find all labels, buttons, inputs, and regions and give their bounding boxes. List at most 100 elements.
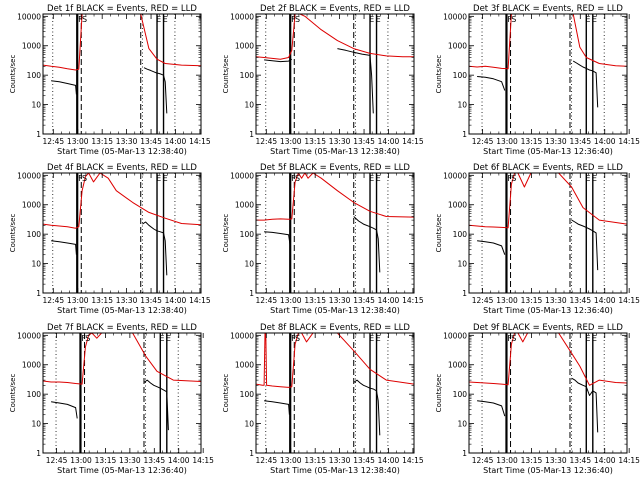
marker-label: S [85,334,90,343]
x-tick-label: 13:45 [143,456,165,465]
marker-label: F [291,174,296,183]
y-tick-label: 100 [453,390,468,399]
y-tick-label: 10000 [230,171,254,180]
events-series-line [337,48,374,114]
x-tick-label: 13:00 [496,456,518,465]
x-tick-label: 13:30 [329,456,351,465]
marker-label: F [78,174,83,183]
x-tick-label: 13:00 [280,296,302,305]
x-tick-label: 12:45 [43,137,65,146]
y-tick-label: 10 [457,420,467,429]
chart-title: Det 3f BLACK = Events, RED = LLD [473,4,623,14]
y-tick-label: 10000 [17,12,41,21]
plot-frame [468,172,628,294]
x-tick-label: 14:00 [378,456,400,465]
lld-series-line [469,173,627,229]
chart-title: Det 8f BLACK = Events, RED = LLD [260,323,410,333]
y-tick-label: 100 [240,390,255,399]
x-tick-label: 14:00 [165,137,187,146]
y-tick-label: 1 [249,130,254,139]
x-tick-label: 14:15 [189,296,211,305]
marker-label: E [585,15,590,24]
y-tick-label: 100 [27,71,42,80]
y-tick-label: 1000 [22,42,41,51]
y-tick-label: 1000 [235,42,254,51]
y-tick-label: 1000 [448,42,467,51]
y-tick-label: 10 [31,101,41,110]
x-tick-label: 13:30 [545,137,567,146]
x-tick-label: 13:30 [545,296,567,305]
marker-label: E [592,15,597,24]
plot-frame [468,13,628,135]
lld-series-line [43,173,201,229]
y-tick-label: 10 [457,101,467,110]
chart-title: Det 2f BLACK = Events, RED = LLD [260,4,410,14]
y-tick-label: 10000 [443,171,467,180]
x-tick-label: 13:45 [140,137,162,146]
x-tick-label: 13:45 [569,137,591,146]
marker-label: F [507,334,512,343]
y-tick-label: 1 [36,449,41,458]
plot-frame [255,13,415,135]
x-axis-label: Start Time (05-Mar-13 12:36:40) [483,306,613,315]
x-tick-label: 13:15 [91,296,113,305]
y-tick-label: 1 [249,289,254,298]
x-tick-label: 13:15 [521,137,543,146]
x-tick-label: 13:45 [569,296,591,305]
x-tick-label: 12:45 [472,456,494,465]
x-tick-label: 13:30 [545,456,567,465]
x-tick-label: 13:15 [91,137,113,146]
x-axis-label: Start Time (05-Mar-13 12:38:40) [57,147,187,156]
y-tick-label: 100 [453,71,468,80]
y-tick-label: 10000 [17,331,41,340]
x-tick-label: 13:45 [140,296,162,305]
y-tick-label: 10000 [230,12,254,21]
x-tick-label: 13:00 [496,296,518,305]
y-tick-label: 10000 [443,12,467,21]
x-tick-label: 12:45 [256,137,278,146]
plot-frame [42,172,202,294]
y-tick-label: 1000 [22,201,41,210]
x-tick-label: 13:30 [329,296,351,305]
x-tick-label: 14:00 [378,296,400,305]
x-tick-label: 13:30 [116,296,138,305]
plot-frame [255,332,415,454]
marker-label: F [78,15,83,24]
marker-label: S [295,334,300,343]
plot-frame [42,332,202,454]
x-tick-label: 14:00 [594,296,616,305]
chart-title: Det 7f BLACK = Events, RED = LLD [47,323,197,333]
marker-label: E [376,15,381,24]
y-tick-label: 1000 [235,361,254,370]
events-series-line [353,379,381,436]
marker-label: S [82,15,87,24]
y-axis-label: Counts/sec [435,55,443,94]
x-axis-label: Start Time (05-Mar-13 12:38:40) [270,466,400,475]
marker-label: E [159,334,164,343]
y-axis-label: Counts/sec [435,374,443,413]
events-series-line [51,80,77,95]
marker-label: F [81,334,86,343]
marker-label: E [156,15,161,24]
y-tick-label: 1 [36,289,41,298]
y-tick-label: 1 [36,130,41,139]
x-tick-label: 13:45 [353,137,375,146]
events-series-line [264,231,291,246]
x-tick-label: 14:15 [402,137,424,146]
x-tick-label: 13:45 [569,456,591,465]
y-tick-label: 1000 [235,201,254,210]
y-tick-label: 1000 [22,361,41,370]
lld-series-line [256,173,414,221]
marker-label: F [507,174,512,183]
x-tick-label: 13:00 [67,296,89,305]
x-tick-label: 13:00 [70,456,92,465]
marker-label: E [592,334,597,343]
marker-label: F [291,334,296,343]
chart-title: Det 5f BLACK = Events, RED = LLD [260,163,410,173]
x-tick-label: 14:15 [402,456,424,465]
marker-label: E [163,15,168,24]
x-tick-label: 13:15 [521,296,543,305]
